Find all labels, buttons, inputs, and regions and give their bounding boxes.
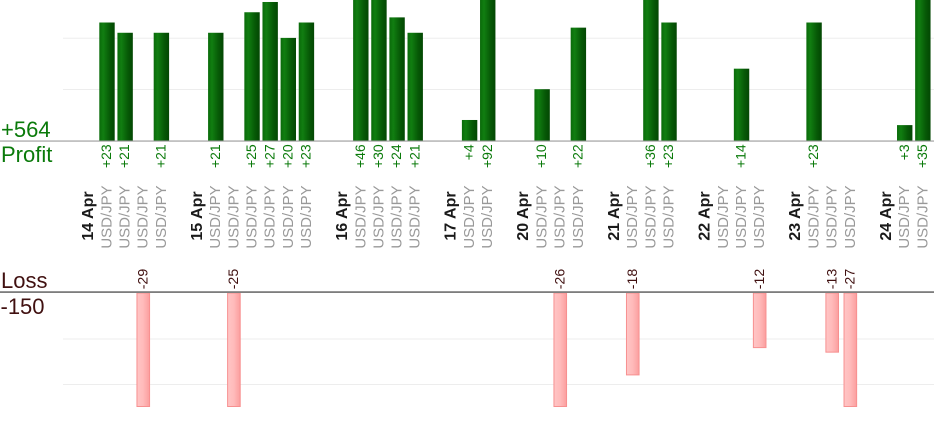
svg-text:USD/JPY: USD/JPY (824, 185, 841, 248)
svg-text:-18: -18 (625, 269, 641, 290)
svg-text:USD/JPY: USD/JPY (370, 185, 387, 248)
svg-text:USD/JPY: USD/JPY (117, 185, 134, 248)
svg-text:Profit: Profit (1, 142, 52, 167)
svg-text:+23: +23 (98, 144, 114, 168)
svg-text:22 Apr: 22 Apr (696, 191, 713, 240)
svg-text:USD/JPY: USD/JPY (243, 185, 260, 248)
svg-text:+46: +46 (352, 144, 368, 168)
svg-text:USD/JPY: USD/JPY (262, 185, 279, 248)
svg-text:USD/JPY: USD/JPY (479, 185, 496, 248)
svg-text:USD/JPY: USD/JPY (806, 185, 823, 248)
svg-text:+20: +20 (279, 144, 295, 168)
svg-text:14 Apr: 14 Apr (80, 191, 97, 240)
svg-text:+14: +14 (733, 144, 749, 168)
svg-text:17 Apr: 17 Apr (443, 191, 460, 240)
svg-text:+21: +21 (116, 144, 132, 168)
svg-text:USD/JPY: USD/JPY (624, 185, 641, 248)
svg-text:USD/JPY: USD/JPY (660, 185, 677, 248)
svg-text:+4: +4 (461, 144, 477, 160)
svg-text:23 Apr: 23 Apr (787, 191, 804, 240)
svg-text:USD/JPY: USD/JPY (534, 185, 551, 248)
svg-text:USD/JPY: USD/JPY (715, 185, 732, 248)
svg-text:-27: -27 (843, 269, 859, 290)
svg-text:USD/JPY: USD/JPY (751, 185, 768, 248)
svg-text:USD/JPY: USD/JPY (135, 185, 152, 248)
svg-text:+21: +21 (406, 144, 422, 168)
svg-text:USD/JPY: USD/JPY (842, 185, 859, 248)
svg-text:+30: +30 (370, 144, 386, 168)
svg-text:+10: +10 (533, 144, 549, 168)
svg-text:USD/JPY: USD/JPY (461, 185, 478, 248)
svg-text:21 Apr: 21 Apr (606, 191, 623, 240)
svg-text:-29: -29 (135, 269, 151, 290)
svg-text:-150: -150 (1, 294, 45, 319)
svg-text:USD/JPY: USD/JPY (153, 185, 170, 248)
svg-text:+27: +27 (261, 144, 277, 168)
svg-text:+22: +22 (569, 144, 585, 168)
svg-text:+25: +25 (243, 144, 259, 168)
svg-text:+24: +24 (388, 144, 404, 168)
svg-text:Loss: Loss (1, 268, 47, 293)
svg-text:15 Apr: 15 Apr (189, 191, 206, 240)
svg-text:USD/JPY: USD/JPY (733, 185, 750, 248)
svg-text:-12: -12 (752, 269, 768, 290)
svg-text:USD/JPY: USD/JPY (280, 185, 297, 248)
svg-text:USD/JPY: USD/JPY (914, 185, 931, 248)
svg-text:-13: -13 (824, 269, 840, 290)
svg-text:+3: +3 (896, 144, 912, 160)
svg-text:USD/JPY: USD/JPY (207, 185, 224, 248)
svg-text:USD/JPY: USD/JPY (642, 185, 659, 248)
svg-text:+36: +36 (642, 144, 658, 168)
svg-text:USD/JPY: USD/JPY (407, 185, 424, 248)
svg-text:USD/JPY: USD/JPY (98, 185, 115, 248)
svg-text:USD/JPY: USD/JPY (298, 185, 315, 248)
svg-text:+23: +23 (660, 144, 676, 168)
svg-text:24 Apr: 24 Apr (878, 191, 895, 240)
svg-text:+21: +21 (207, 144, 223, 168)
svg-text:USD/JPY: USD/JPY (225, 185, 242, 248)
svg-text:USD/JPY: USD/JPY (389, 185, 406, 248)
svg-text:+564: +564 (1, 117, 51, 142)
svg-text:USD/JPY: USD/JPY (352, 185, 369, 248)
svg-text:+35: +35 (914, 144, 930, 168)
svg-text:-26: -26 (552, 269, 568, 290)
svg-text:+23: +23 (298, 144, 314, 168)
svg-text:USD/JPY: USD/JPY (896, 185, 913, 248)
svg-text:+92: +92 (479, 144, 495, 168)
svg-text:USD/JPY: USD/JPY (552, 185, 569, 248)
svg-text:+21: +21 (152, 144, 168, 168)
svg-text:20 Apr: 20 Apr (515, 191, 532, 240)
svg-text:+23: +23 (805, 144, 821, 168)
svg-text:-25: -25 (226, 269, 242, 290)
svg-text:16 Apr: 16 Apr (334, 191, 351, 240)
svg-text:USD/JPY: USD/JPY (570, 185, 587, 248)
